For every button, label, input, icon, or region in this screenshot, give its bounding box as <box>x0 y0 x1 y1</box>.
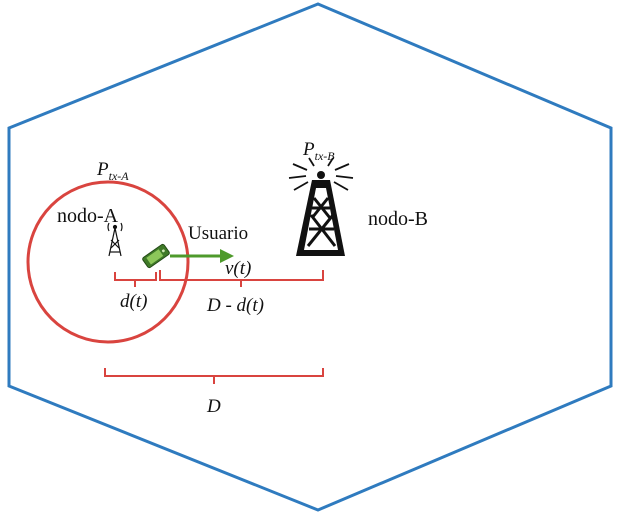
brace-distance-remaining <box>159 270 324 287</box>
label-ptx-b: Ptx-B <box>303 139 335 163</box>
label-usuario: Usuario <box>188 223 249 244</box>
mobile-device-icon <box>142 243 170 269</box>
label-velocity: v(t) <box>225 258 252 279</box>
label-distance-total: D <box>207 396 221 417</box>
label-nodo-b: nodo-B <box>368 208 428 230</box>
brace-distance-total <box>104 368 324 384</box>
hexagon-cell <box>7 2 613 512</box>
label-distance-user: d(t) <box>120 291 148 312</box>
label-distance-remaining: D - d(t) <box>207 295 264 316</box>
small-antenna-tower-icon <box>107 222 123 257</box>
coverage-circle-a <box>26 180 190 344</box>
velocity-arrow <box>170 249 234 263</box>
label-nodo-a: nodo-A <box>57 205 119 227</box>
brace-distance-user <box>114 272 157 287</box>
broadcast-tower-icon <box>288 157 354 256</box>
label-ptx-a: Ptx-A <box>97 159 129 183</box>
